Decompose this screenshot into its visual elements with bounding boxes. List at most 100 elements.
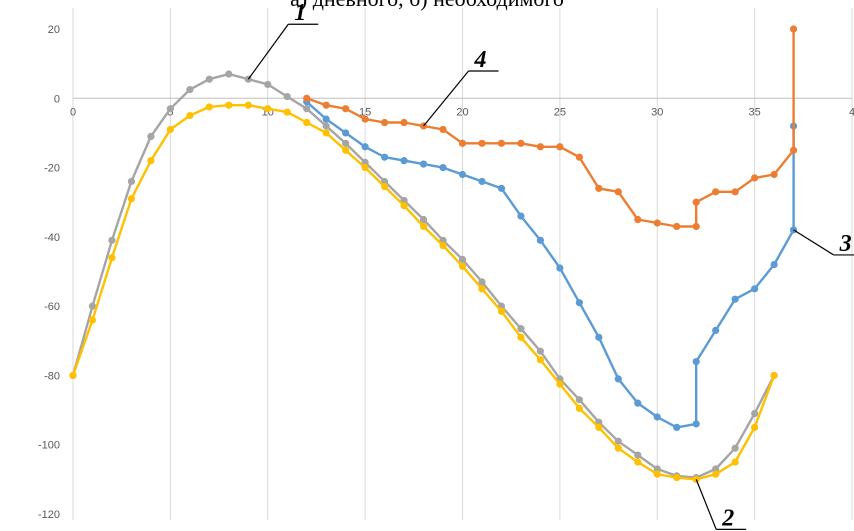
callout-1: 1 — [247, 0, 319, 80]
callout-leader — [793, 229, 834, 256]
figure-caption: а) дневного, б) необходимого — [0, 0, 854, 12]
data-point — [342, 129, 350, 137]
series-1 — [69, 70, 778, 482]
data-point — [361, 158, 369, 166]
data-point — [342, 146, 350, 154]
data-point — [283, 108, 291, 116]
callout-leader — [695, 479, 717, 530]
data-point — [458, 170, 467, 179]
series-line — [306, 29, 795, 228]
data-point — [478, 177, 486, 186]
callout-leader — [247, 23, 289, 80]
y-axis-tick-labels: 20 0 -20 -40 -60 -80 -100 -120 — [38, 24, 60, 521]
data-point — [478, 139, 486, 147]
data-point — [673, 222, 681, 231]
data-point — [751, 423, 759, 431]
y-tick-label: -60 — [44, 301, 60, 313]
data-point — [88, 302, 97, 310]
data-point — [653, 413, 661, 421]
data-point — [147, 132, 155, 140]
data-point — [166, 105, 174, 113]
data-point — [731, 458, 739, 466]
data-point — [497, 307, 506, 315]
data-point — [536, 347, 545, 355]
data-point — [673, 423, 681, 431]
data-point — [789, 25, 798, 33]
data-point — [322, 101, 330, 109]
data-point — [731, 444, 739, 452]
data-point — [381, 153, 389, 161]
data-point — [342, 139, 350, 147]
y-tick-label: -80 — [44, 370, 60, 382]
data-point — [751, 409, 759, 418]
data-point — [653, 470, 661, 478]
data-point — [108, 254, 116, 262]
data-point — [692, 420, 700, 428]
data-point — [108, 236, 116, 244]
data-point — [186, 86, 194, 94]
y-tick-label: 20 — [48, 24, 60, 36]
data-point — [361, 115, 369, 123]
data-point — [673, 474, 681, 482]
data-point — [264, 80, 272, 89]
x-tick-label: 15 — [359, 106, 371, 118]
data-point — [634, 451, 642, 459]
data-point — [361, 143, 369, 151]
callout-number: 3 — [839, 231, 852, 257]
data-point — [770, 260, 778, 269]
data-point — [381, 183, 389, 191]
data-point — [381, 118, 389, 127]
data-point — [634, 458, 642, 466]
x-tick-label: 35 — [749, 106, 761, 118]
data-point — [731, 295, 739, 303]
data-point — [205, 103, 213, 111]
data-point — [536, 356, 545, 364]
data-point — [400, 157, 408, 165]
callout-number: 2 — [721, 505, 734, 531]
data-point — [88, 316, 97, 324]
x-tick-label: 0 — [70, 106, 76, 118]
callout-leader — [423, 70, 470, 127]
data-point — [283, 92, 291, 101]
data-point — [264, 105, 272, 113]
x-tick-label: 5 — [167, 106, 173, 118]
data-point — [653, 219, 661, 227]
x-tick-label: 20 — [456, 106, 468, 118]
data-point — [439, 163, 447, 172]
callout-3: 3 — [793, 229, 854, 257]
callout-2: 2 — [695, 479, 747, 531]
data-point — [205, 75, 213, 83]
x-axis-tick-labels: 0 5 10 15 20 25 30 35 4 — [70, 106, 854, 118]
y-tick-label: -120 — [38, 509, 60, 521]
y-tick-label: -20 — [44, 163, 60, 175]
data-point — [419, 215, 428, 224]
series-2 — [69, 101, 778, 483]
data-point — [770, 170, 778, 179]
y-tick-label: -40 — [44, 232, 60, 244]
data-point — [751, 285, 759, 293]
y-tick-label: 0 — [54, 93, 60, 105]
data-point — [556, 380, 564, 388]
data-point — [556, 264, 564, 272]
data-point — [575, 299, 583, 307]
data-point — [712, 326, 720, 334]
series-line — [71, 72, 776, 479]
series-callouts: 1 2 3 4 — [247, 0, 854, 531]
data-point — [692, 198, 700, 206]
callout-4: 4 — [423, 47, 499, 127]
data-point — [127, 177, 136, 186]
x-tick-label: 4 — [849, 106, 854, 118]
data-point — [361, 163, 369, 172]
data-point — [497, 184, 506, 192]
data-point — [458, 255, 467, 263]
data-point — [575, 404, 583, 412]
series-line — [305, 100, 795, 429]
data-point — [478, 278, 486, 286]
data-point — [419, 222, 428, 231]
data-point — [614, 375, 622, 383]
data-point — [244, 101, 252, 109]
data-point — [517, 333, 525, 341]
x-tick-label: 30 — [651, 106, 663, 118]
data-point — [303, 105, 311, 113]
data-point — [69, 371, 77, 380]
